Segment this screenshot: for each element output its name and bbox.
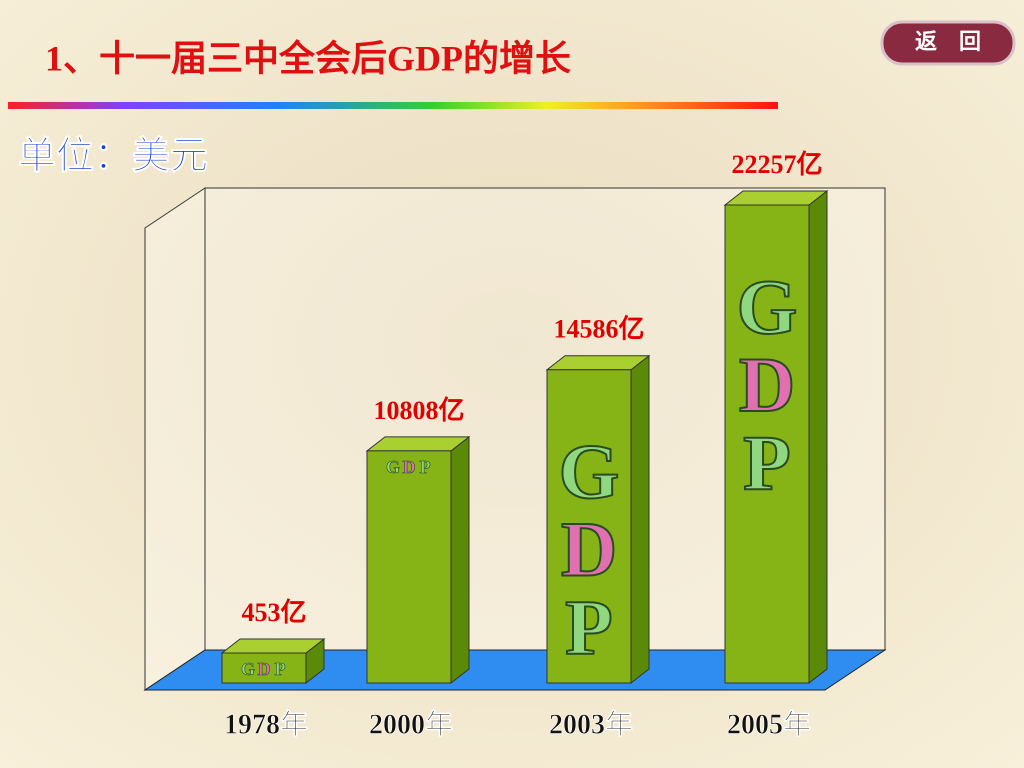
bar [366,450,452,684]
bar-letter: D [739,341,795,428]
bar-letter: D [258,659,271,679]
bar [724,204,810,684]
bar-letter: D [561,506,617,593]
bar-letter: G [386,457,400,477]
bar-top [723,190,829,206]
bar-letter: G [241,659,255,679]
bar [546,369,632,684]
divider [8,102,778,109]
x-tick-label: 2000年 [369,707,453,740]
value-label: 10808亿 [373,396,464,425]
x-tick-label: 2005年 [727,707,811,740]
bar-letter: P [420,457,431,477]
button-label[interactable]: 返 回 [915,29,981,54]
x-tick-label: 1978年 [224,707,308,740]
unit-label: 单位：美元 [18,136,208,178]
bar-letter: P [565,584,613,671]
bar [221,652,307,684]
bar-side [630,354,650,685]
bar-top [365,436,471,452]
bar-top [545,355,651,371]
bar-letter: G [559,428,620,515]
value-label: 453亿 [241,598,306,627]
slide-title: 1、十一届三中全会后GDP的增长 [45,37,571,78]
x-tick-label: 2003年 [549,707,633,740]
bar-letter: P [743,419,791,506]
back-button[interactable]: 返 回 [880,20,1016,66]
bar-letter: P [275,659,286,679]
button-shape[interactable] [880,20,1016,66]
bar-side [450,435,470,685]
value-label: 22257亿 [731,150,822,179]
bar-side [808,189,828,685]
bar-letter: G [737,263,798,350]
bar-top [220,638,326,654]
value-label: 14586亿 [553,315,644,344]
bar-letter: D [403,457,416,477]
